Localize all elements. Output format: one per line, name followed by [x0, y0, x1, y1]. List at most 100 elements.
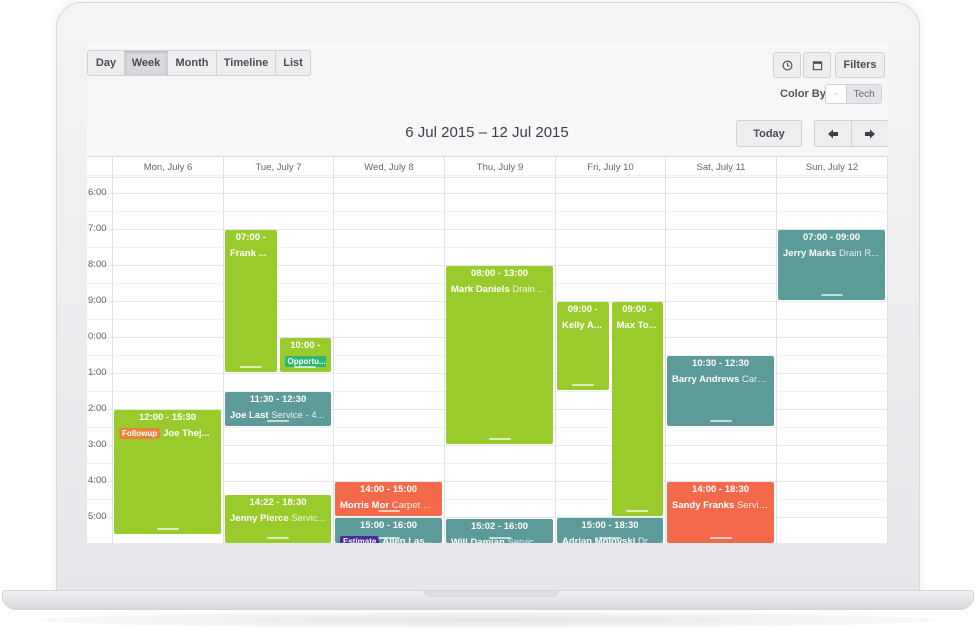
day-column-divider	[112, 157, 113, 543]
color-by-label: Color By:	[780, 88, 830, 100]
day-header: Sat, July 11	[666, 157, 777, 177]
calendar-event[interactable]: 14:00 - 15:00 Morris Mor Carpet ...	[335, 482, 442, 516]
calendar-event[interactable]: 07:00 - 09:00 Jerry Marks Drain R...	[778, 230, 885, 300]
event-time: 14:00 - 18:30	[691, 484, 750, 495]
event-resize-handle[interactable]	[156, 528, 179, 530]
day-column-divider	[223, 157, 224, 543]
event-subtitle: Dr...	[638, 536, 656, 543]
day-column-divider	[444, 157, 445, 543]
half-hour-line	[87, 211, 888, 212]
event-subtitle: Carp...	[741, 374, 769, 385]
event-details: Kelly A...	[562, 320, 604, 331]
event-time: 10:30 - 12:30	[691, 358, 750, 369]
calendar-event[interactable]: 15:02 - 16:00 Will Damian Service ...	[446, 519, 553, 543]
event-details: Jenny Pierce Servic...	[230, 513, 326, 524]
view-month-button[interactable]: Month	[167, 50, 217, 76]
today-button[interactable]: Today	[736, 120, 802, 147]
event-title: Joe Thej...	[163, 428, 210, 439]
date-range-title: 6 Jul 2015 – 12 Jul 2015	[405, 124, 569, 141]
clock-button[interactable]	[773, 52, 801, 78]
event-details: Mark Daniels Drain ...	[451, 284, 548, 295]
calendar-event[interactable]: 10:00 - Opportu...	[279, 338, 331, 372]
view-list-button[interactable]: List	[275, 50, 311, 76]
event-title: Barry Andrews	[672, 374, 740, 385]
calendar-event[interactable]: 09:00 - Kelly A...	[557, 302, 609, 390]
event-resize-handle[interactable]	[488, 536, 511, 539]
event-subtitle: Drain R...	[839, 248, 880, 259]
event-time: 07:00 -	[235, 232, 266, 243]
event-tag: Estimate	[340, 536, 380, 543]
event-time: 15:00 - 18:30	[581, 520, 639, 531]
day-header: Fri, July 10	[556, 157, 666, 177]
day-column-divider	[555, 157, 556, 543]
event-resize-handle[interactable]	[239, 366, 262, 368]
event-time: 07:00 - 09:00	[802, 232, 861, 243]
time-label: 6:00	[88, 187, 107, 198]
event-details: Followup Joe Thej...	[119, 428, 216, 439]
event-resize-handle[interactable]	[267, 536, 289, 539]
calendar-event[interactable]: 07:00 - Frank ...	[225, 230, 277, 372]
time-label: 8:00	[88, 259, 107, 270]
event-title: Kelly A...	[562, 320, 602, 331]
time-label: 7:00	[88, 223, 107, 234]
calendar-event[interactable]: 14:22 - 18:30 Jenny Pierce Servic...	[225, 495, 331, 543]
event-resize-handle[interactable]	[626, 510, 649, 512]
day-column-divider	[887, 157, 888, 543]
hour-line	[87, 517, 888, 518]
color-by-option-tech[interactable]: Tech	[846, 85, 881, 103]
calendar-event[interactable]: 15:00 - 18:30 Adrian Molovski Dr...	[557, 518, 663, 543]
day-header: Tue, July 7	[224, 157, 334, 177]
event-resize-handle[interactable]	[820, 294, 843, 296]
view-timeline-button[interactable]: Timeline	[216, 50, 276, 76]
event-details: Opportu...	[284, 356, 326, 367]
next-week-button[interactable]	[851, 120, 888, 147]
time-label: 4:00	[88, 475, 107, 486]
color-by-option-blank[interactable]: ▫	[834, 88, 838, 100]
laptop-shadow	[40, 612, 936, 628]
calendar-event[interactable]: 15:00 - 16:00 Estimate Allen Las...	[335, 518, 442, 543]
event-resize-handle[interactable]	[294, 366, 317, 368]
event-resize-handle[interactable]	[571, 384, 594, 386]
event-time: 11:30 - 12:30	[249, 394, 307, 405]
day-header: Sun, July 12	[777, 157, 888, 177]
day-header: Mon, July 6	[113, 157, 224, 177]
event-resize-handle[interactable]	[488, 438, 511, 440]
calendar-event[interactable]: 09:00 - Max To...	[611, 302, 663, 516]
event-tag: Opportu...	[284, 356, 326, 367]
event-resize-handle[interactable]	[377, 510, 400, 512]
event-resize-handle[interactable]	[709, 537, 732, 539]
calendar-event[interactable]: 11:30 - 12:30 Joe Last Service - 4...	[225, 392, 331, 426]
time-label: 1:00	[88, 367, 107, 378]
day-column-divider	[333, 157, 334, 543]
view-day-button[interactable]: Day	[87, 50, 125, 76]
arrow-left-icon	[828, 129, 838, 138]
event-title: Max To...	[616, 320, 657, 331]
hour-line	[87, 481, 888, 482]
event-resize-handle[interactable]	[709, 420, 732, 422]
event-title: Jerry Marks	[783, 248, 837, 259]
calendar-event[interactable]: 10:30 - 12:30 Barry Andrews Carp...	[667, 356, 774, 426]
event-resize-handle[interactable]	[377, 537, 400, 539]
prev-week-button[interactable]	[814, 120, 852, 147]
event-resize-handle[interactable]	[599, 537, 621, 539]
calendar-button[interactable]	[803, 52, 831, 78]
event-details: Frank ...	[230, 248, 272, 259]
laptop-base	[2, 590, 974, 610]
event-title: Sandy Franks	[672, 500, 735, 511]
filters-button[interactable]: Filters	[835, 52, 885, 78]
time-label: 3:00	[88, 439, 107, 450]
calendar-app: Day Week Month Timeline List Filters Color B…	[87, 42, 888, 543]
event-details: Estimate Allen Las...	[340, 536, 437, 543]
event-title: Mark Daniels	[451, 284, 510, 295]
calendar-event[interactable]: 08:00 - 13:00 Mark Daniels Drain ...	[446, 266, 553, 444]
calendar-icon	[812, 60, 822, 70]
color-by-toggle[interactable]: ▫ Tech	[825, 84, 882, 104]
hour-line	[87, 445, 888, 446]
event-resize-handle[interactable]	[267, 420, 289, 422]
event-subtitle: Drain ...	[512, 284, 546, 295]
hour-line	[87, 193, 888, 194]
view-week-button[interactable]: Week	[124, 50, 168, 76]
calendar-event[interactable]: 12:00 - 15:30 Followup Joe Thej...	[114, 410, 221, 534]
event-time: 14:22 - 18:30	[249, 497, 307, 509]
calendar-event[interactable]: 14:00 - 18:30 Sandy Franks Servic...	[667, 482, 774, 543]
